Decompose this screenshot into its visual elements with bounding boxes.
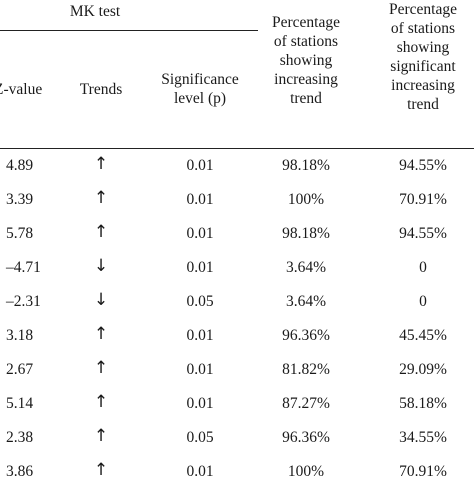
pct-sig-increasing-cell: 45.45% [399, 327, 447, 344]
pct-sig-increasing-header-line-4: significant [390, 58, 456, 75]
pct-sig-increasing-cell: 94.55% [399, 157, 447, 174]
trends-header: Trends [79, 81, 123, 98]
pct-sig-increasing-cell: 29.09% [399, 361, 447, 378]
pct-sig-increasing-header-line-6: trend [407, 96, 439, 113]
pct-sig-increasing-cell: 58.18% [399, 395, 447, 412]
z-value-cell: –4.71 [6, 259, 41, 276]
z-value-cell: 2.67 [6, 361, 34, 378]
pct-sig-increasing-cell: 94.55% [399, 225, 447, 242]
pct-increasing-cell: 81.82% [282, 361, 330, 378]
z-value-cell: –2.31 [6, 293, 41, 310]
pct-sig-increasing-cell: 70.91% [399, 191, 447, 208]
pct-sig-increasing-cell: 70.91% [399, 463, 447, 480]
pct-increasing-cell: 3.64% [285, 259, 327, 276]
trend-arrow-icon: ↑ [93, 358, 109, 378]
pct-increasing-header-line-2: of stations [273, 33, 339, 50]
significance-cell: 0.01 [186, 191, 214, 208]
z-value-cell: 3.86 [6, 463, 34, 480]
z-value-header: Z-value [0, 81, 43, 98]
z-value-cell: 4.89 [6, 157, 34, 174]
significance-cell: 0.01 [186, 463, 214, 480]
pct-sig-increasing-header-line-5: increasing [391, 77, 455, 94]
trend-arrow-icon: ↑ [93, 324, 109, 344]
pct-sig-increasing-header-line-3: showing [396, 39, 450, 56]
trend-arrow-icon: ↑ [93, 188, 109, 208]
pct-sig-increasing-cell: 0 [419, 293, 427, 310]
pct-increasing-cell: 96.36% [282, 327, 330, 344]
significance-cell: 0.05 [186, 293, 214, 310]
significance-header-line-1: Significance [161, 71, 239, 88]
pct-increasing-cell: 3.64% [285, 293, 327, 310]
pct-sig-increasing-header: Percentage of stations showing significa… [389, 0, 457, 114]
pct-increasing-cell: 98.18% [282, 157, 330, 174]
z-value-cell: 5.78 [6, 225, 34, 242]
trend-arrow-icon: ↑ [93, 154, 109, 174]
trend-arrow-icon: ↑ [93, 426, 109, 446]
mk-test-underline [0, 30, 258, 31]
z-value-cell: 2.38 [6, 429, 34, 446]
z-value-cell: 3.39 [6, 191, 34, 208]
significance-cell: 0.01 [186, 395, 214, 412]
trend-arrow-icon: ↑ [93, 392, 109, 412]
pct-sig-increasing-cell: 0 [419, 259, 427, 276]
pct-increasing-cell: 100% [287, 191, 325, 208]
pct-increasing-cell: 96.36% [282, 429, 330, 446]
significance-cell: 0.01 [186, 225, 214, 242]
significance-cell: 0.01 [186, 327, 214, 344]
mk-test-group-header: MK test [69, 3, 121, 20]
pct-increasing-header-line-5: trend [290, 90, 322, 107]
pct-sig-increasing-header-line-1: Percentage [389, 1, 457, 18]
pct-increasing-header: Percentage of stations showing increasin… [272, 13, 340, 108]
trend-arrow-icon: ↑ [93, 460, 109, 480]
significance-header: Significance level (p) [161, 70, 238, 108]
significance-cell: 0.05 [186, 429, 214, 446]
pct-increasing-cell: 98.18% [282, 225, 330, 242]
pct-sig-increasing-header-line-2: of stations [390, 20, 456, 37]
pct-increasing-header-line-4: increasing [274, 71, 338, 88]
pct-increasing-header-line-3: showing [279, 52, 333, 69]
significance-header-line-2: level (p) [173, 90, 227, 107]
trend-arrow-icon: ↓ [93, 290, 109, 310]
pct-sig-increasing-cell: 34.55% [399, 429, 447, 446]
pct-increasing-cell: 100% [287, 463, 325, 480]
significance-cell: 0.01 [186, 361, 214, 378]
significance-cell: 0.01 [186, 157, 214, 174]
header-bottom-rule [0, 148, 474, 149]
pct-increasing-cell: 87.27% [282, 395, 330, 412]
trend-arrow-icon: ↓ [93, 256, 109, 276]
z-value-cell: 5.14 [6, 395, 34, 412]
trend-arrow-icon: ↑ [93, 222, 109, 242]
z-value-cell: 3.18 [6, 327, 34, 344]
significance-cell: 0.01 [186, 259, 214, 276]
pct-increasing-header-line-1: Percentage [272, 14, 340, 31]
